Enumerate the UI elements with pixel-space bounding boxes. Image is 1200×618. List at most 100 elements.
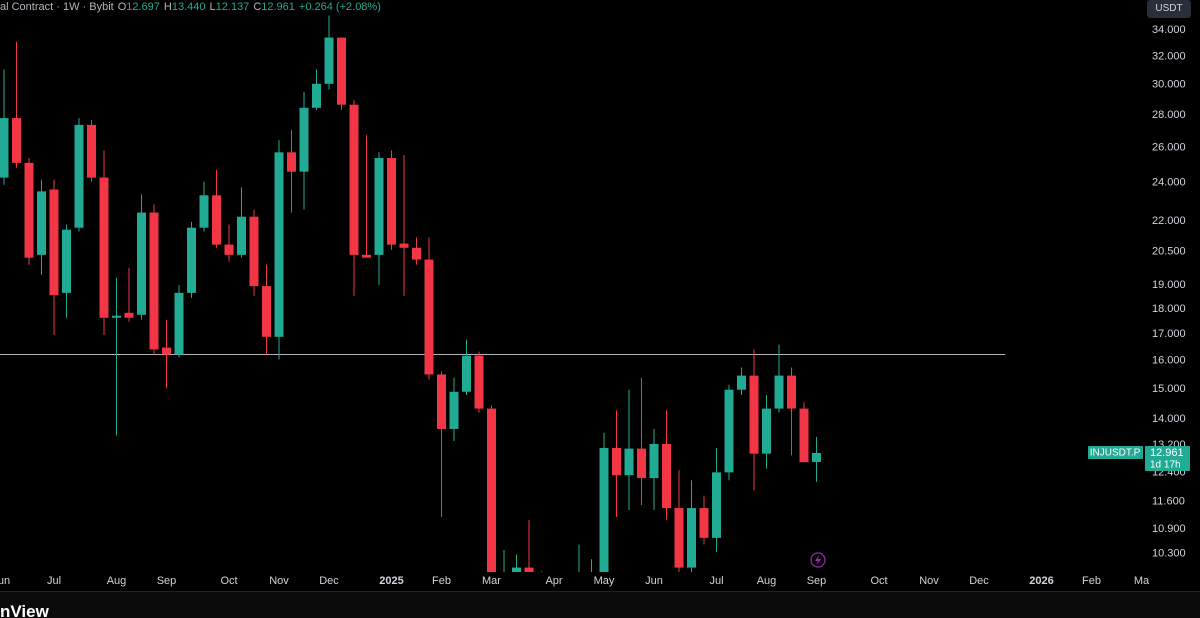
y-tick-label: 10.300 <box>1152 548 1186 560</box>
x-tick-label: Feb <box>1082 575 1101 587</box>
candle-body <box>187 227 196 293</box>
currency-button[interactable]: USDT <box>1147 0 1191 18</box>
header: al Contract · 1W · Bybit O12.697 H13.440… <box>0 1 381 13</box>
x-tick-label: Jun <box>645 575 663 587</box>
x-tick-label: 2025 <box>379 575 403 587</box>
candle-body <box>262 286 271 337</box>
candle-body <box>637 448 646 479</box>
candle-body <box>137 212 146 315</box>
y-tick-label: 30.000 <box>1152 79 1186 91</box>
candle-body <box>787 375 796 409</box>
candle-body <box>124 312 134 318</box>
candle-body <box>349 104 359 255</box>
symbol-tag <box>1088 445 1143 459</box>
candle-body <box>337 37 346 105</box>
candle-body <box>199 195 209 228</box>
x-tick-label: Nov <box>269 575 289 587</box>
y-tick-label: 15.000 <box>1152 383 1186 395</box>
x-tick-label: 2026 <box>1029 575 1053 587</box>
candle-body <box>737 375 746 390</box>
candle-body <box>762 408 771 454</box>
candle-body <box>324 37 334 84</box>
candle-body <box>274 152 284 337</box>
candle-body <box>774 375 784 409</box>
y-tick-label: 16.000 <box>1152 354 1186 366</box>
ohlc-item: L12.137 <box>210 1 250 13</box>
candle-body <box>462 355 471 392</box>
x-tick-label: Nov <box>919 575 939 587</box>
candle-body <box>49 189 59 295</box>
x-tick-label: May <box>594 575 615 587</box>
event-icon-bolt <box>815 555 821 565</box>
ohlc-label: C <box>253 1 262 13</box>
x-tick-label: Jul <box>709 575 723 587</box>
ohlc-value: 12.697 <box>126 1 160 13</box>
candle-body <box>500 589 509 590</box>
candle-body <box>24 162 34 258</box>
x-tick-label: Aug <box>757 575 777 587</box>
y-tick-label: 34.000 <box>1152 24 1186 36</box>
x-tick-label: Mar <box>482 575 501 587</box>
x-tick-label: Oct <box>870 575 887 587</box>
y-tick-label: 26.000 <box>1152 141 1186 153</box>
candle-body <box>37 191 46 255</box>
plot-area <box>0 15 1005 590</box>
candle-body <box>99 177 109 318</box>
candle-body <box>174 292 184 355</box>
candle-body <box>512 567 521 572</box>
candle-body <box>812 452 821 462</box>
x-tick-label: Jul <box>47 575 61 587</box>
candle-body <box>312 83 321 108</box>
candle-body <box>612 447 621 476</box>
candle-body <box>449 391 459 429</box>
symbol-label: INJUSDT.P <box>1090 448 1141 459</box>
candle-body <box>162 347 171 355</box>
x-tick-label: Oct <box>220 575 237 587</box>
ohlc-label: O <box>117 1 127 13</box>
candle-body <box>599 447 609 572</box>
y-tick-label: 24.000 <box>1152 177 1186 189</box>
ohlc-item: C12.961 <box>253 1 295 13</box>
ohlc-item: H13.440 <box>164 1 206 13</box>
header-title: al Contract · 1W · Bybit <box>0 1 114 13</box>
candle-body <box>437 374 446 429</box>
ohlc-value: 12.961 <box>261 1 295 13</box>
y-tick-label: 32.000 <box>1152 50 1186 62</box>
chart: 34.000 32.000 30.000 28.000 26.000 24.000 22.0… <box>0 15 1190 590</box>
x-tick-label: Aug <box>107 575 127 587</box>
y-tick-label: 17.000 <box>1152 328 1186 340</box>
y-tick-label: 10.900 <box>1152 523 1186 535</box>
candle-body <box>687 508 696 568</box>
candle-body <box>62 229 71 293</box>
candle-body <box>212 195 221 245</box>
candle-body <box>387 158 396 245</box>
ohlc-value: 13.440 <box>171 1 206 13</box>
y-tick-label: 28.000 <box>1152 109 1186 121</box>
countdown: 1d 17h <box>1150 460 1181 471</box>
candle-body <box>699 508 709 538</box>
candle-body <box>424 259 434 375</box>
candle-body <box>237 216 246 255</box>
x-tick-label: Sep <box>157 575 177 587</box>
candle-body <box>12 118 21 163</box>
candle-body <box>674 508 684 568</box>
candle-body <box>575 580 584 590</box>
candle-body <box>649 443 659 479</box>
candle-body <box>399 243 409 248</box>
candle-body <box>287 152 296 172</box>
price-tag <box>1145 445 1190 471</box>
x-tick-label: Dec <box>319 575 339 587</box>
y-tick-label: 22.000 <box>1152 215 1186 227</box>
candle-body <box>374 158 384 255</box>
x-tick-label: Feb <box>432 575 451 587</box>
candle-body <box>749 375 759 454</box>
candle-body <box>249 216 259 287</box>
y-tick-label: 11.600 <box>1152 496 1185 508</box>
candle-body <box>474 355 484 409</box>
x-tick-label: Apr <box>545 575 562 587</box>
x-tick-label: Dec <box>969 575 989 587</box>
candle-body <box>0 118 9 178</box>
y-tick-label: 20.500 <box>1152 246 1186 258</box>
candle-body <box>74 124 84 228</box>
